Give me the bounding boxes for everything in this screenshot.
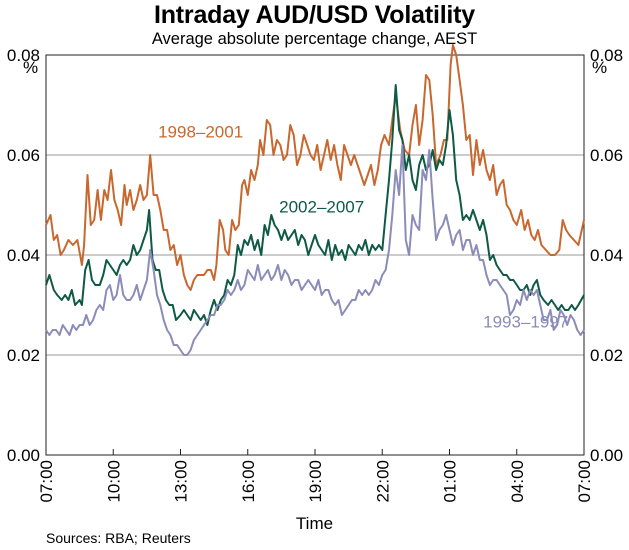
series-label-0: 1998–2001	[158, 123, 243, 142]
y-tick-label-left: 0.06	[7, 146, 40, 165]
chart-title: Intraday AUD/USD Volatility	[153, 1, 476, 29]
series-label-1: 2002–2007	[279, 198, 364, 217]
x-tick-label: 22:00	[373, 460, 392, 503]
series-line-2	[45, 144, 585, 356]
x-tick-marks	[45, 449, 585, 455]
y-axis-unit-right: %	[592, 58, 608, 77]
x-tick-labels: 07:00 10:00 13:00 16:00 19:00 22:00 01:00 04:00…	[37, 460, 594, 503]
y-tick-label-right: 0.08	[590, 46, 623, 65]
series-line-0	[45, 44, 585, 291]
x-tick-label: 19:00	[306, 460, 325, 503]
source-note: Sources: RBA; Reuters	[46, 530, 191, 546]
y-tick-label-right: 0.00	[590, 446, 623, 465]
y-tick-labels: 0.00 0.00 0.02 0.02 0.04 0.04 0.06 0.06 0.08 0.08	[7, 46, 623, 465]
y-tick-label-left: 0.08	[7, 46, 40, 65]
x-tick-label: 16:00	[239, 460, 258, 503]
x-axis-label: Time	[295, 514, 334, 533]
x-tick-label: 10:00	[104, 460, 123, 503]
chart-subtitle: Average absolute percentage change, AEST	[151, 30, 478, 48]
y-tick-label-right: 0.06	[590, 146, 623, 165]
series-line-1	[45, 84, 585, 326]
x-tick-label: 07:00	[37, 460, 56, 503]
series-label-2: 1993–1997	[483, 313, 568, 332]
y-tick-label-left: 0.00	[7, 446, 40, 465]
series-labels: 1998–2001 2002–2007 1993–1997	[158, 123, 568, 332]
x-tick-label: 07:00	[575, 460, 594, 503]
y-axis-unit-left: %	[23, 58, 39, 77]
y-tick-label-right: 0.04	[590, 246, 623, 265]
y-tick-label-right: 0.02	[590, 346, 623, 365]
y-tick-label-left: 0.02	[7, 346, 40, 365]
x-tick-label: 01:00	[441, 460, 460, 503]
x-tick-label: 13:00	[172, 460, 191, 503]
y-tick-label-left: 0.04	[7, 246, 40, 265]
series-lines	[45, 44, 585, 356]
x-tick-label: 04:00	[508, 460, 527, 503]
